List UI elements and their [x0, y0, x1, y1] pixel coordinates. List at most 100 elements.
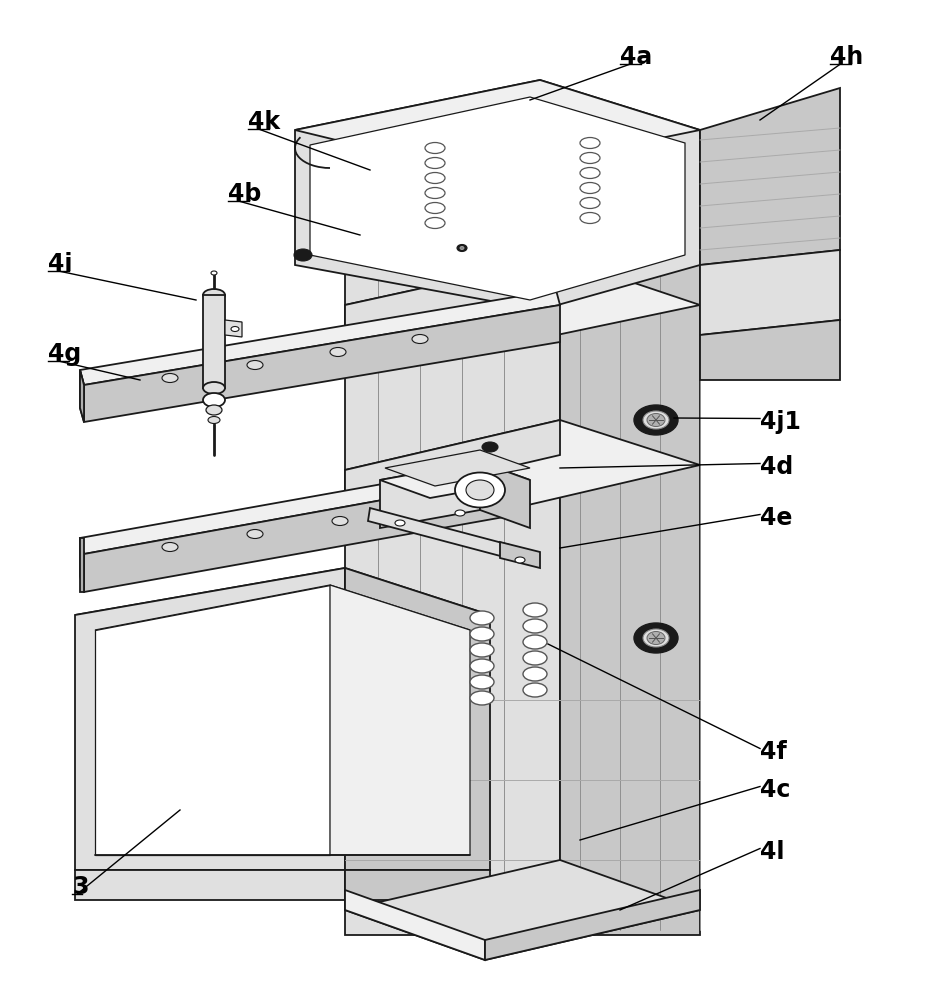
Ellipse shape [203, 393, 225, 407]
Ellipse shape [470, 675, 494, 689]
Polygon shape [699, 320, 839, 380]
Polygon shape [80, 290, 560, 385]
Polygon shape [344, 165, 560, 935]
Ellipse shape [329, 348, 345, 357]
Text: 4b: 4b [227, 182, 261, 206]
Polygon shape [344, 258, 699, 350]
Polygon shape [80, 538, 84, 592]
Ellipse shape [522, 619, 547, 633]
Polygon shape [380, 462, 480, 528]
Polygon shape [80, 463, 504, 554]
Ellipse shape [455, 473, 505, 508]
Ellipse shape [206, 405, 222, 415]
Ellipse shape [514, 557, 524, 563]
Polygon shape [344, 420, 699, 515]
Ellipse shape [470, 643, 494, 657]
Polygon shape [367, 508, 509, 558]
Polygon shape [295, 80, 699, 310]
Polygon shape [95, 585, 329, 855]
Polygon shape [225, 320, 241, 337]
Ellipse shape [579, 167, 599, 179]
Polygon shape [329, 585, 470, 855]
Ellipse shape [203, 382, 225, 394]
Ellipse shape [466, 480, 494, 500]
Polygon shape [75, 870, 344, 900]
Text: 4g: 4g [48, 342, 81, 366]
Text: 4d: 4d [759, 455, 793, 479]
Polygon shape [344, 165, 699, 260]
Ellipse shape [522, 683, 547, 697]
Ellipse shape [424, 218, 445, 229]
Ellipse shape [470, 691, 494, 705]
Ellipse shape [633, 405, 677, 435]
Ellipse shape [424, 142, 445, 154]
Ellipse shape [411, 334, 428, 344]
Ellipse shape [424, 157, 445, 169]
Polygon shape [699, 88, 839, 265]
Text: 4h: 4h [829, 45, 862, 69]
Text: 4c: 4c [759, 778, 790, 802]
Polygon shape [484, 890, 699, 960]
Ellipse shape [482, 442, 497, 452]
Polygon shape [295, 80, 699, 175]
Ellipse shape [579, 137, 599, 149]
Ellipse shape [522, 635, 547, 649]
Ellipse shape [247, 530, 263, 538]
Ellipse shape [579, 152, 599, 164]
Text: 4a: 4a [619, 45, 651, 69]
Polygon shape [84, 305, 560, 422]
Ellipse shape [424, 188, 445, 198]
Ellipse shape [457, 244, 467, 251]
Ellipse shape [646, 414, 664, 426]
Ellipse shape [642, 411, 668, 429]
Text: 3: 3 [72, 875, 88, 899]
Ellipse shape [642, 629, 668, 647]
Polygon shape [344, 420, 560, 505]
Ellipse shape [424, 172, 445, 184]
Polygon shape [560, 165, 699, 935]
Polygon shape [80, 370, 84, 422]
Polygon shape [344, 258, 560, 340]
Ellipse shape [161, 542, 178, 552]
Ellipse shape [470, 611, 494, 625]
Ellipse shape [293, 249, 312, 261]
Polygon shape [699, 250, 839, 335]
Polygon shape [499, 542, 539, 568]
Ellipse shape [203, 289, 225, 301]
Polygon shape [344, 860, 699, 960]
Text: 4j1: 4j1 [759, 410, 800, 434]
Text: 4i: 4i [48, 252, 72, 276]
Polygon shape [384, 450, 530, 486]
Text: 4k: 4k [248, 110, 280, 134]
Ellipse shape [231, 326, 238, 332]
Polygon shape [203, 295, 225, 388]
Ellipse shape [579, 198, 599, 209]
Polygon shape [84, 478, 504, 592]
Ellipse shape [411, 504, 428, 512]
Ellipse shape [208, 416, 220, 424]
Text: 4l: 4l [759, 840, 783, 864]
Polygon shape [75, 568, 344, 870]
Polygon shape [480, 462, 530, 528]
Ellipse shape [522, 651, 547, 665]
Polygon shape [310, 97, 684, 300]
Ellipse shape [470, 659, 494, 673]
Ellipse shape [633, 623, 677, 653]
Ellipse shape [424, 202, 445, 214]
Ellipse shape [161, 373, 178, 382]
Ellipse shape [455, 510, 465, 516]
Polygon shape [344, 890, 484, 960]
Polygon shape [75, 568, 489, 662]
Polygon shape [80, 370, 84, 422]
Ellipse shape [331, 516, 348, 526]
Ellipse shape [579, 213, 599, 224]
Polygon shape [95, 585, 470, 675]
Text: 4f: 4f [759, 740, 786, 764]
Ellipse shape [394, 520, 405, 526]
Ellipse shape [459, 246, 463, 249]
Ellipse shape [211, 271, 217, 275]
Ellipse shape [522, 603, 547, 617]
Polygon shape [344, 870, 489, 900]
Ellipse shape [579, 182, 599, 194]
Polygon shape [380, 462, 530, 498]
